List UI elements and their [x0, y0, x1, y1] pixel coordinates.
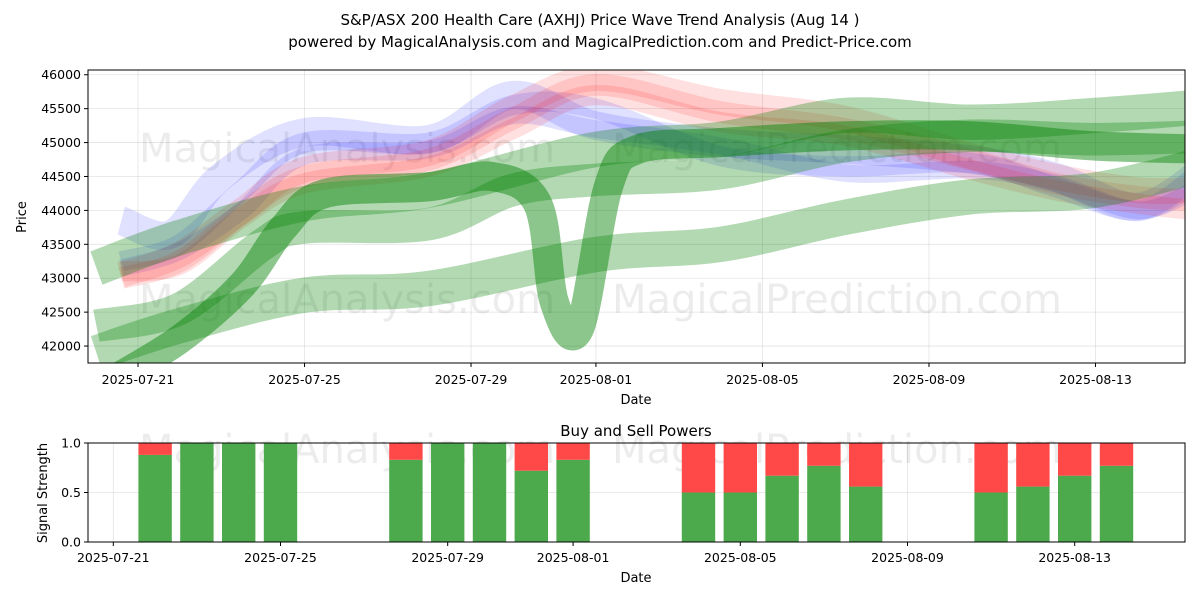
buy-bar-2025-08-11 [974, 492, 1008, 542]
signal-y-tick-label-2: 1.0 [61, 436, 81, 451]
price-series-6 [90, 150, 1185, 363]
watermark-prediction-top: MagicalPrediction.com [612, 126, 1062, 172]
price-y-tick-label-8: 46000 [41, 67, 81, 82]
signal-bars [138, 443, 1134, 542]
price-y-tick-label-7: 45500 [41, 101, 81, 116]
buy-bar-2025-08-01 [556, 459, 590, 542]
sell-bar-2025-08-04 [681, 443, 716, 493]
signal-x-tick-label-4: 2025-08-05 [704, 550, 777, 565]
buy-bar-2025-07-23 [180, 443, 214, 542]
buy-bar-2025-07-25 [263, 443, 298, 542]
watermark-prediction-mid: MagicalPrediction.com [612, 277, 1062, 323]
price-x-tick-label-2: 2025-07-29 [435, 372, 508, 387]
signal-y-axis: 0.0 0.5 1.0 [61, 436, 88, 550]
price-y-tick-label-2: 43000 [41, 271, 81, 286]
signal-x-axis: 2025-07-21 2025-07-25 2025-07-29 2025-08-01… [77, 542, 1111, 565]
buy-bar-2025-07-30 [472, 443, 507, 542]
price-series-3 [117, 70, 1185, 288]
price-series-7 [90, 90, 1185, 285]
sell-bar-2025-07-31 [514, 443, 548, 471]
price-y-tick-label-5: 44500 [41, 169, 81, 184]
price-y-tick-label-3: 43500 [41, 237, 81, 252]
price-grid [88, 70, 1185, 363]
sell-bar-2025-08-13 [1058, 443, 1092, 476]
buy-bar-2025-07-31 [514, 470, 548, 542]
buy-bar-2025-07-22 [138, 454, 172, 542]
price-x-axis: 2025-07-21 2025-07-25 2025-07-29 2025-08-01… [102, 363, 1132, 387]
sell-bar-2025-08-07 [807, 443, 841, 466]
sell-bar-2025-08-14 [1099, 443, 1134, 466]
signal-y-tick-label-1: 0.5 [61, 485, 81, 500]
price-series-9 [113, 120, 1185, 363]
sell-bar-2025-07-28 [389, 443, 423, 460]
watermark-analysis-top: MagicalAnalysis.com [139, 126, 555, 172]
sell-bar-2025-08-06 [765, 443, 799, 476]
price-panel: MagicalAnalysis.com MagicalPrediction.co… [15, 67, 1186, 408]
price-plot-frame [87, 69, 1186, 364]
signal-y-axis-label: Signal Strength [36, 443, 51, 543]
buy-bar-2025-08-05 [723, 492, 757, 542]
price-x-tick-label-1: 2025-07-25 [268, 372, 341, 387]
price-series-5 [120, 84, 1185, 282]
signal-x-tick-label-1: 2025-07-25 [244, 550, 317, 565]
price-y-tick-label-0: 42000 [41, 339, 81, 354]
price-plot-area [88, 70, 1185, 363]
price-series [90, 70, 1185, 363]
chart-title-line2: powered by MagicalAnalysis.com and Magic… [288, 33, 912, 51]
price-watermarks: MagicalAnalysis.com MagicalPrediction.co… [139, 126, 1062, 323]
buy-bar-2025-07-24 [222, 443, 256, 542]
buy-bar-2025-08-07 [807, 465, 841, 542]
sell-bar-2025-08-01 [556, 443, 590, 460]
buy-bar-2025-08-14 [1099, 465, 1134, 542]
price-series-0 [116, 80, 1185, 250]
price-x-tick-label-0: 2025-07-21 [102, 372, 175, 387]
signal-x-tick-label-5: 2025-08-09 [871, 550, 944, 565]
sell-bar-2025-08-12 [1016, 443, 1050, 487]
signal-panel-title: Buy and Sell Powers [560, 422, 712, 440]
sell-bar-2025-08-08 [849, 443, 883, 487]
price-y-tick-label-4: 44000 [41, 203, 81, 218]
signal-x-tick-label-0: 2025-07-21 [77, 550, 150, 565]
sell-bar-2025-07-22 [138, 443, 172, 455]
price-series-2 [118, 106, 1185, 277]
signal-x-tick-label-2: 2025-07-29 [411, 550, 484, 565]
signal-panel: Buy and Sell Powers MagicalAnalysis.com … [36, 422, 1186, 586]
price-y-tick-label-6: 45000 [41, 135, 81, 150]
price-y-tick-label-1: 42500 [41, 305, 81, 320]
buy-bar-2025-08-12 [1016, 486, 1050, 542]
buy-bar-2025-08-06 [765, 475, 799, 542]
signal-x-axis-label: Date [620, 571, 651, 586]
watermark-analysis-mid: MagicalAnalysis.com [139, 277, 555, 323]
price-x-tick-label-6: 2025-08-13 [1059, 372, 1132, 387]
buy-bar-2025-08-13 [1058, 475, 1092, 542]
signal-x-tick-label-3: 2025-08-01 [537, 550, 610, 565]
buy-bar-2025-08-08 [849, 486, 883, 542]
price-x-axis-label: Date [620, 393, 651, 408]
price-x-tick-label-3: 2025-08-01 [560, 372, 633, 387]
buy-bar-2025-07-28 [389, 459, 423, 542]
signal-y-tick-label-0: 0.0 [61, 535, 81, 550]
price-x-tick-label-4: 2025-08-05 [726, 372, 799, 387]
price-series-1 [118, 91, 1185, 272]
price-x-tick-label-5: 2025-08-09 [893, 372, 966, 387]
price-series-4 [118, 74, 1185, 289]
price-series-8 [93, 119, 1185, 342]
sell-bar-2025-08-11 [974, 443, 1008, 493]
buy-bar-2025-08-04 [681, 492, 716, 542]
sell-bar-2025-08-05 [723, 443, 757, 493]
signal-x-tick-label-6: 2025-08-13 [1038, 550, 1111, 565]
price-y-axis-label: Price [15, 201, 30, 233]
chart-title-line1: S&P/ASX 200 Health Care (AXHJ) Price Wav… [340, 11, 859, 29]
buy-bar-2025-07-29 [431, 443, 465, 542]
price-y-axis: 42000 42500 43000 43500 44000 44500 45000 45500… [41, 67, 88, 354]
